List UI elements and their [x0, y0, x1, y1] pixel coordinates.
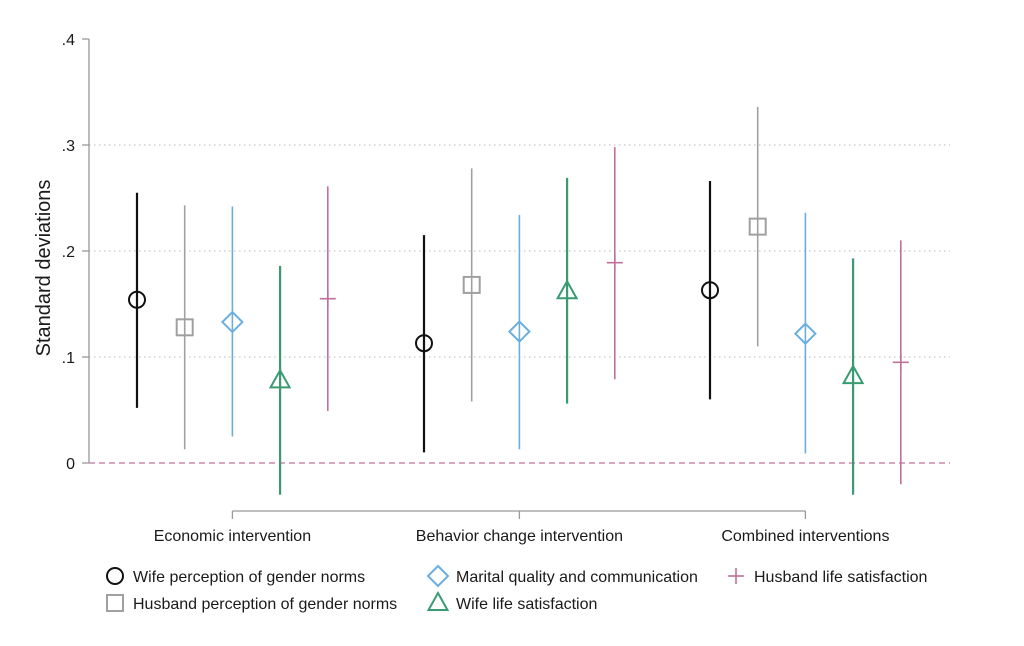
- legend-label: Husband life satisfaction: [754, 569, 927, 586]
- legend-item: Marital quality and communication: [426, 564, 698, 588]
- legend-label: Wife life satisfaction: [456, 596, 597, 613]
- legend-item: Wife perception of gender norms: [106, 567, 365, 586]
- legend-label: Husband perception of gender norms: [133, 596, 397, 613]
- point-estimate: [128, 290, 146, 309]
- point-estimate: [892, 354, 909, 371]
- legend-marker-diamond-icon: [426, 564, 450, 588]
- plot-marks: [128, 106, 909, 495]
- legend-label: Marital quality and communication: [456, 569, 698, 586]
- legend-marker-circle-icon: [106, 567, 124, 585]
- y-tick-label: .2: [62, 244, 75, 261]
- y-tick-label: .1: [62, 350, 75, 367]
- point-estimate: [841, 364, 865, 385]
- y-tick-label: .3: [62, 138, 75, 155]
- point-estimate: [555, 279, 579, 300]
- point-estimate: [175, 318, 194, 337]
- point-estimate: [268, 368, 292, 389]
- point-estimate: [415, 334, 433, 353]
- point-estimate: [701, 281, 719, 300]
- point-estimate: [507, 320, 531, 343]
- point-estimate: [220, 310, 244, 334]
- point-estimate: [606, 254, 623, 271]
- point-estimate: [462, 275, 481, 294]
- x-tick-label: Behavior change intervention: [416, 528, 623, 545]
- x-axis: Economic intervention Behavior change int…: [154, 510, 889, 545]
- legend-label: Wife perception of gender norms: [133, 569, 365, 586]
- x-tick-label: Economic intervention: [154, 528, 311, 545]
- point-estimate: [748, 217, 767, 236]
- y-axis-title: Standard deviations: [33, 180, 55, 357]
- legend-item: Husband life satisfaction: [728, 568, 927, 586]
- point-estimate: [793, 322, 817, 346]
- y-tick-label: .4: [62, 32, 75, 49]
- legend-item: Wife life satisfaction: [426, 590, 597, 613]
- legend-item: Husband perception of gender norms: [106, 594, 397, 613]
- legend-marker-square-icon: [106, 594, 124, 612]
- point-estimate: [319, 290, 336, 307]
- legend-marker-plus-icon: [728, 568, 744, 584]
- y-tick-label: 0: [66, 456, 75, 473]
- legend-marker-triangle-icon: [426, 590, 450, 611]
- legend: Wife perception of gender norms Husband p…: [106, 564, 927, 613]
- x-tick-label: Combined interventions: [721, 528, 889, 545]
- y-axis: 0 .1 .2 .3 .4: [62, 32, 90, 473]
